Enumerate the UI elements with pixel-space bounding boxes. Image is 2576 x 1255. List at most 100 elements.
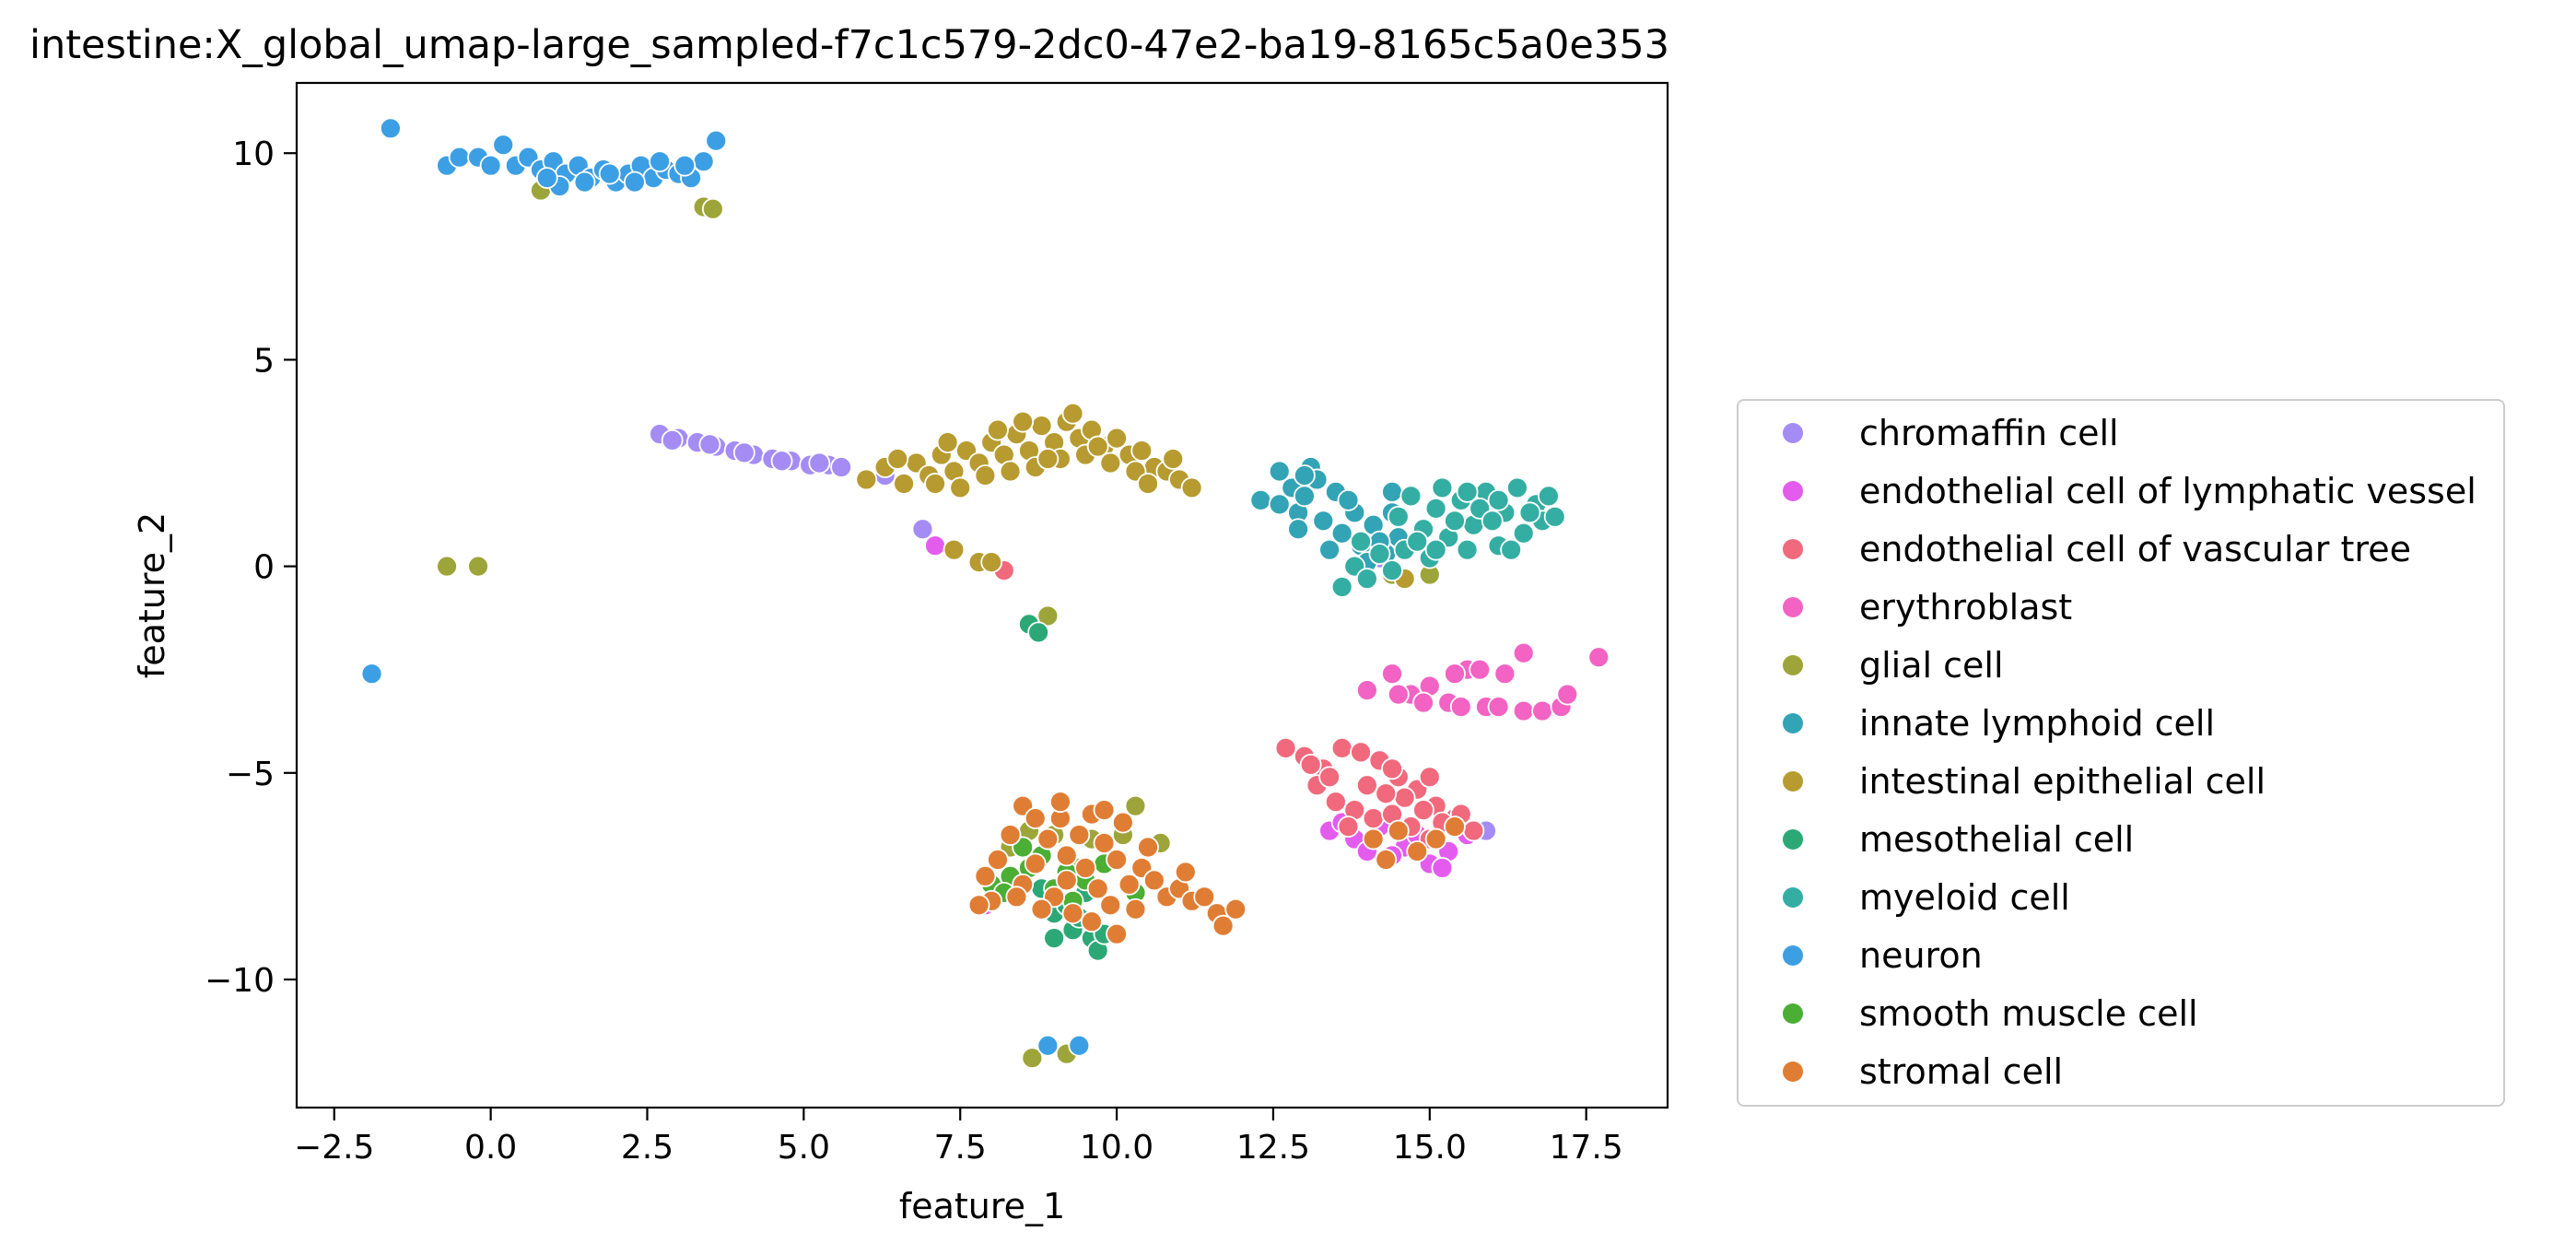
x-tick-label: 5.0 [778, 1129, 830, 1167]
data-point [1456, 538, 1479, 561]
data-point [987, 418, 1009, 441]
legend-marker [1783, 597, 1803, 617]
legend-label: endothelial cell of vascular tree [1859, 529, 2411, 569]
data-point [1274, 737, 1297, 759]
x-tick-label: 12.5 [1236, 1129, 1310, 1167]
data-point [886, 448, 909, 470]
data-point [1381, 481, 1403, 503]
data-point [974, 464, 997, 487]
data-point [698, 433, 721, 456]
data-point [1393, 786, 1416, 809]
data-point [1081, 910, 1103, 933]
data-point [1481, 510, 1504, 533]
data-point [1124, 794, 1147, 817]
data-point [1106, 427, 1128, 450]
x-tick-label: −2.5 [294, 1129, 374, 1167]
data-point [1362, 827, 1385, 850]
legend-marker [1783, 887, 1803, 908]
legend-marker [1783, 1003, 1803, 1024]
data-point [1444, 510, 1466, 533]
data-point [705, 129, 728, 152]
data-point [1512, 522, 1535, 545]
data-point [1362, 807, 1385, 830]
data-point [1355, 679, 1378, 702]
data-point [987, 849, 1009, 871]
data-point [1099, 894, 1122, 917]
data-point [1350, 530, 1372, 553]
legend-label: glial cell [1859, 645, 2004, 686]
data-point [1444, 815, 1466, 838]
series-group [992, 559, 1485, 850]
data-point [1387, 683, 1410, 706]
data-point [380, 117, 402, 140]
data-point [1036, 827, 1060, 850]
data-point [492, 134, 515, 157]
data-point [1118, 873, 1141, 896]
legend-label: smooth muscle cell [1859, 993, 2198, 1034]
data-point [1106, 849, 1128, 871]
data-point [1068, 824, 1091, 846]
x-tick-label: 10.0 [1080, 1129, 1153, 1167]
data-point [701, 197, 724, 220]
data-point [1049, 791, 1071, 814]
x-tick-label: 15.0 [1393, 1129, 1467, 1167]
data-point [1324, 791, 1347, 814]
legend-label: innate lymphoid cell [1859, 703, 2215, 744]
legend-marker [1783, 713, 1803, 733]
data-point [1294, 464, 1316, 487]
y-tick-label: 5 [253, 342, 275, 380]
data-point [661, 428, 684, 452]
data-point [1318, 538, 1341, 561]
data-point [770, 450, 793, 473]
legend-label: chromaffin cell [1859, 413, 2119, 453]
x-tick-label: 2.5 [621, 1129, 673, 1167]
data-point [1043, 927, 1066, 950]
legend-marker [1783, 423, 1803, 443]
data-point [1412, 691, 1434, 714]
plot-frame [295, 81, 1669, 1109]
data-point [1287, 518, 1310, 541]
data-point [1512, 641, 1535, 664]
y-axis: −10 −5 0 5 10 [205, 135, 297, 1000]
data-point [1074, 857, 1097, 879]
data-point [1137, 836, 1159, 859]
data-point [949, 476, 972, 499]
x-axis: −2.5 0.0 2.5 5.0 7.5 10.0 12.5 15.0 17.5 [294, 1108, 1623, 1167]
legend-marker [1783, 829, 1803, 850]
x-tick-label: 0.0 [464, 1129, 517, 1167]
data-point [1005, 886, 1028, 909]
data-point [624, 170, 646, 194]
data-point [943, 538, 966, 561]
data-point [855, 468, 878, 491]
data-point [1068, 1034, 1091, 1057]
data-point [924, 534, 946, 557]
data-point [1162, 448, 1185, 470]
data-point [1299, 753, 1322, 776]
data-point [1268, 493, 1291, 516]
legend-frame [1737, 399, 2505, 1107]
data-point [673, 154, 697, 177]
data-point [1021, 1047, 1044, 1070]
data-point [1456, 481, 1479, 503]
series-group [967, 791, 1466, 945]
data-point [1375, 782, 1398, 805]
y-tick-label: 10 [232, 135, 275, 173]
data-point [1556, 683, 1579, 706]
data-point [1538, 485, 1560, 508]
data-point [598, 162, 621, 185]
data-point [999, 824, 1022, 846]
data-point [1030, 897, 1053, 921]
legend-label: mesothelial cell [1859, 819, 2134, 860]
data-point [980, 551, 1003, 574]
series-group [649, 423, 1497, 842]
data-point [1381, 559, 1403, 581]
data-point [1337, 815, 1360, 838]
data-point [893, 473, 915, 495]
data-point [1506, 476, 1528, 499]
y-tick-label: 0 [253, 549, 275, 587]
data-point [1487, 488, 1510, 511]
data-point [1381, 663, 1403, 686]
data-point [479, 154, 502, 177]
data-point [1224, 897, 1247, 921]
